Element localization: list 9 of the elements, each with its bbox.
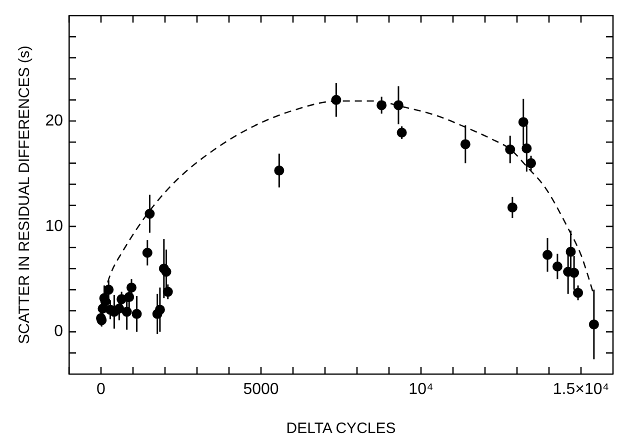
y-tick-label: 10: [45, 218, 64, 235]
x-tick-label: 10⁴: [408, 381, 434, 398]
x-tick-label: 0: [96, 381, 106, 398]
y-axis-title: SCATTER IN RESIDUAL DIFFERENCES (s): [16, 46, 34, 344]
y-tick-label: 0: [54, 323, 64, 340]
x-tick-label: 1.5×10⁴: [552, 381, 610, 398]
x-tick-label: 5000: [243, 381, 279, 398]
y-tick-label: 20: [45, 112, 64, 130]
x-axis-title: DELTA CYCLES: [286, 420, 396, 438]
